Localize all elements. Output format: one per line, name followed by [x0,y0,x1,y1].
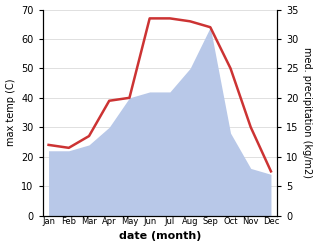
X-axis label: date (month): date (month) [119,231,201,242]
Y-axis label: max temp (C): max temp (C) [5,79,16,146]
Y-axis label: med. precipitation (kg/m2): med. precipitation (kg/m2) [302,47,313,178]
